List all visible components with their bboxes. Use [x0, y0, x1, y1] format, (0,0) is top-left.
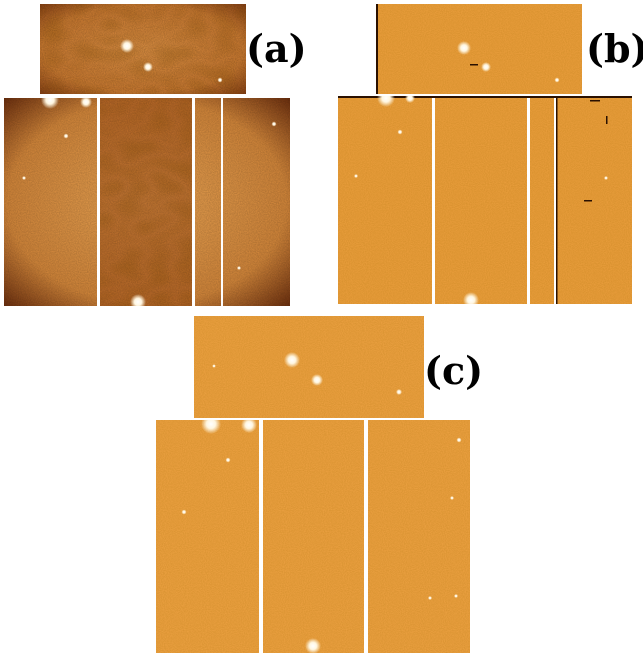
star-marker	[143, 62, 153, 72]
panel-a-mosaic: (a)	[0, 0, 307, 310]
star-marker	[22, 176, 26, 180]
star-marker	[454, 594, 458, 598]
panel-c-top-chip	[194, 316, 424, 418]
star-marker	[554, 77, 560, 83]
star-marker	[396, 389, 402, 395]
star-marker	[450, 496, 454, 500]
star-marker	[201, 420, 221, 434]
star-marker	[120, 39, 134, 53]
panel-label-a: (a)	[246, 26, 307, 71]
star-marker	[41, 98, 59, 109]
star-marker	[463, 292, 479, 304]
star-marker	[377, 96, 395, 107]
star-marker	[354, 174, 358, 178]
panel-c-bottom-array	[156, 420, 470, 653]
star-marker	[457, 41, 471, 55]
star-marker	[225, 457, 231, 463]
star-marker	[284, 352, 300, 368]
star-marker	[456, 437, 462, 443]
panel-b-top-chip	[376, 4, 582, 94]
star-marker	[217, 77, 223, 83]
panel-b-mosaic: (b)	[336, 0, 643, 310]
star-marker	[212, 364, 216, 368]
star-marker	[481, 62, 491, 72]
star-marker	[237, 266, 241, 270]
star-marker	[397, 129, 403, 135]
star-marker	[241, 420, 257, 433]
star-marker	[428, 596, 432, 600]
panel-a-top-chip	[40, 4, 246, 94]
panel-c-mosaic: (c)	[150, 316, 484, 653]
panel-label-b: (b)	[586, 26, 643, 71]
star-marker	[181, 509, 187, 515]
star-marker	[311, 374, 323, 386]
panel-b-bottom-array	[338, 96, 632, 304]
star-marker	[405, 96, 415, 103]
panel-a-bottom-array	[4, 98, 290, 306]
star-marker	[305, 638, 321, 653]
panel-label-c: (c)	[424, 348, 484, 393]
star-marker	[80, 98, 92, 108]
star-marker	[63, 133, 69, 139]
star-marker	[130, 294, 146, 306]
star-marker	[604, 176, 608, 180]
star-marker	[271, 121, 277, 127]
